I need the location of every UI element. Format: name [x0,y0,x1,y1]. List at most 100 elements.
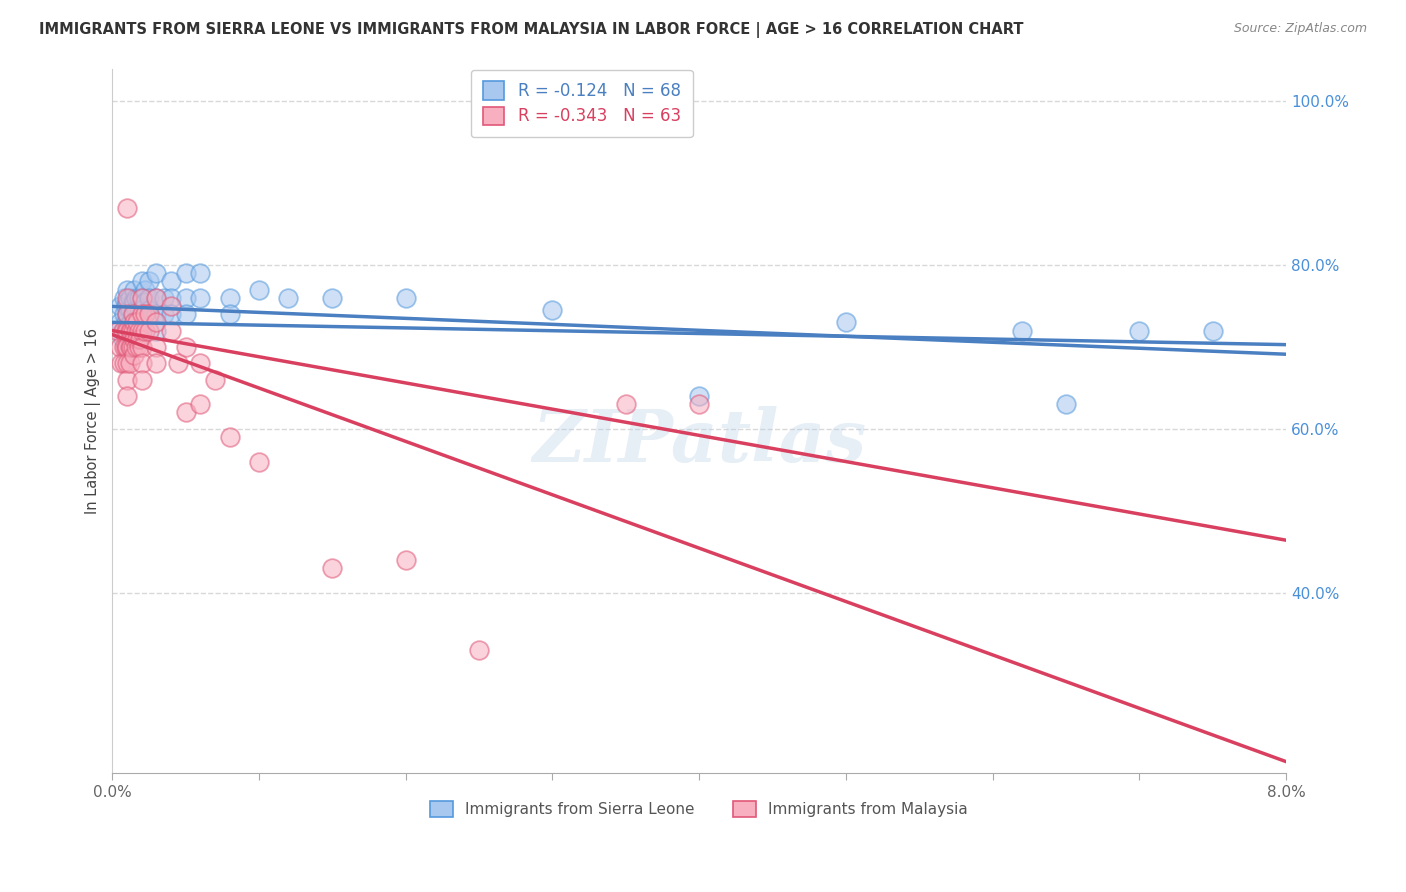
Point [114,315,136,329]
Point [114,340,136,354]
Point [128,291,150,305]
Point [131,291,153,305]
Legend: Immigrants from Sierra Leone, Immigrants from Malaysia: Immigrants from Sierra Leone, Immigrants… [423,794,976,825]
Point [115,307,138,321]
Point [134,324,156,338]
Point [115,324,138,338]
Point [121,327,143,342]
Point [124,348,146,362]
Point [145,324,167,338]
Point [395,553,418,567]
Point [121,324,143,338]
Point [174,266,197,280]
Point [131,303,153,318]
Point [114,324,136,338]
Point [131,327,153,342]
Point [131,291,153,305]
Point [124,319,146,334]
Point [145,291,167,305]
Point [190,291,212,305]
Point [129,315,152,329]
Point [174,405,197,419]
Point [128,340,150,354]
Point [124,315,146,329]
Point [115,373,138,387]
Point [115,291,138,305]
Text: ZIPatlas: ZIPatlas [531,406,866,477]
Point [124,307,146,321]
Point [131,315,153,329]
Point [145,291,167,305]
Point [160,324,183,338]
Point [1054,397,1077,411]
Point [115,356,138,370]
Point [277,291,299,305]
Point [112,340,135,354]
Point [108,299,131,313]
Point [122,307,145,321]
Point [125,340,148,354]
Point [118,291,141,305]
Point [218,291,240,305]
Point [614,397,637,411]
Point [115,283,138,297]
Y-axis label: In Labor Force | Age > 16: In Labor Force | Age > 16 [86,327,101,514]
Point [128,303,150,318]
Point [247,283,270,297]
Point [1011,324,1033,338]
Point [125,303,148,318]
Point [1201,324,1223,338]
Point [152,291,174,305]
Point [124,283,146,297]
Point [122,340,145,354]
Point [134,307,156,321]
Point [134,294,156,309]
Point [108,315,131,329]
Point [138,274,160,288]
Point [115,389,138,403]
Point [131,274,153,288]
Point [111,324,134,338]
Point [131,356,153,370]
Point [125,324,148,338]
Point [134,283,156,297]
Point [115,294,138,309]
Point [218,430,240,444]
Point [145,315,167,329]
Point [138,291,160,305]
Point [160,307,183,321]
Point [115,201,138,215]
Point [688,397,710,411]
Point [160,291,183,305]
Point [122,307,145,321]
Point [160,299,183,313]
Point [190,356,212,370]
Point [145,340,167,354]
Point [112,356,135,370]
Point [204,373,226,387]
Point [127,315,149,329]
Point [127,332,149,346]
Point [125,291,148,305]
Point [138,324,160,338]
Point [138,307,160,321]
Point [131,324,153,338]
Point [115,307,138,321]
Point [145,307,167,321]
Point [118,303,141,318]
Point [190,397,212,411]
Point [145,356,167,370]
Point [124,294,146,309]
Point [111,324,134,338]
Point [114,299,136,313]
Point [112,291,135,305]
Text: IMMIGRANTS FROM SIERRA LEONE VS IMMIGRANTS FROM MALAYSIA IN LABOR FORCE | AGE > : IMMIGRANTS FROM SIERRA LEONE VS IMMIGRAN… [39,22,1024,38]
Point [115,344,138,359]
Point [128,324,150,338]
Point [122,294,145,309]
Point [127,324,149,338]
Point [247,454,270,468]
Point [112,307,135,321]
Point [321,561,343,575]
Point [174,340,197,354]
